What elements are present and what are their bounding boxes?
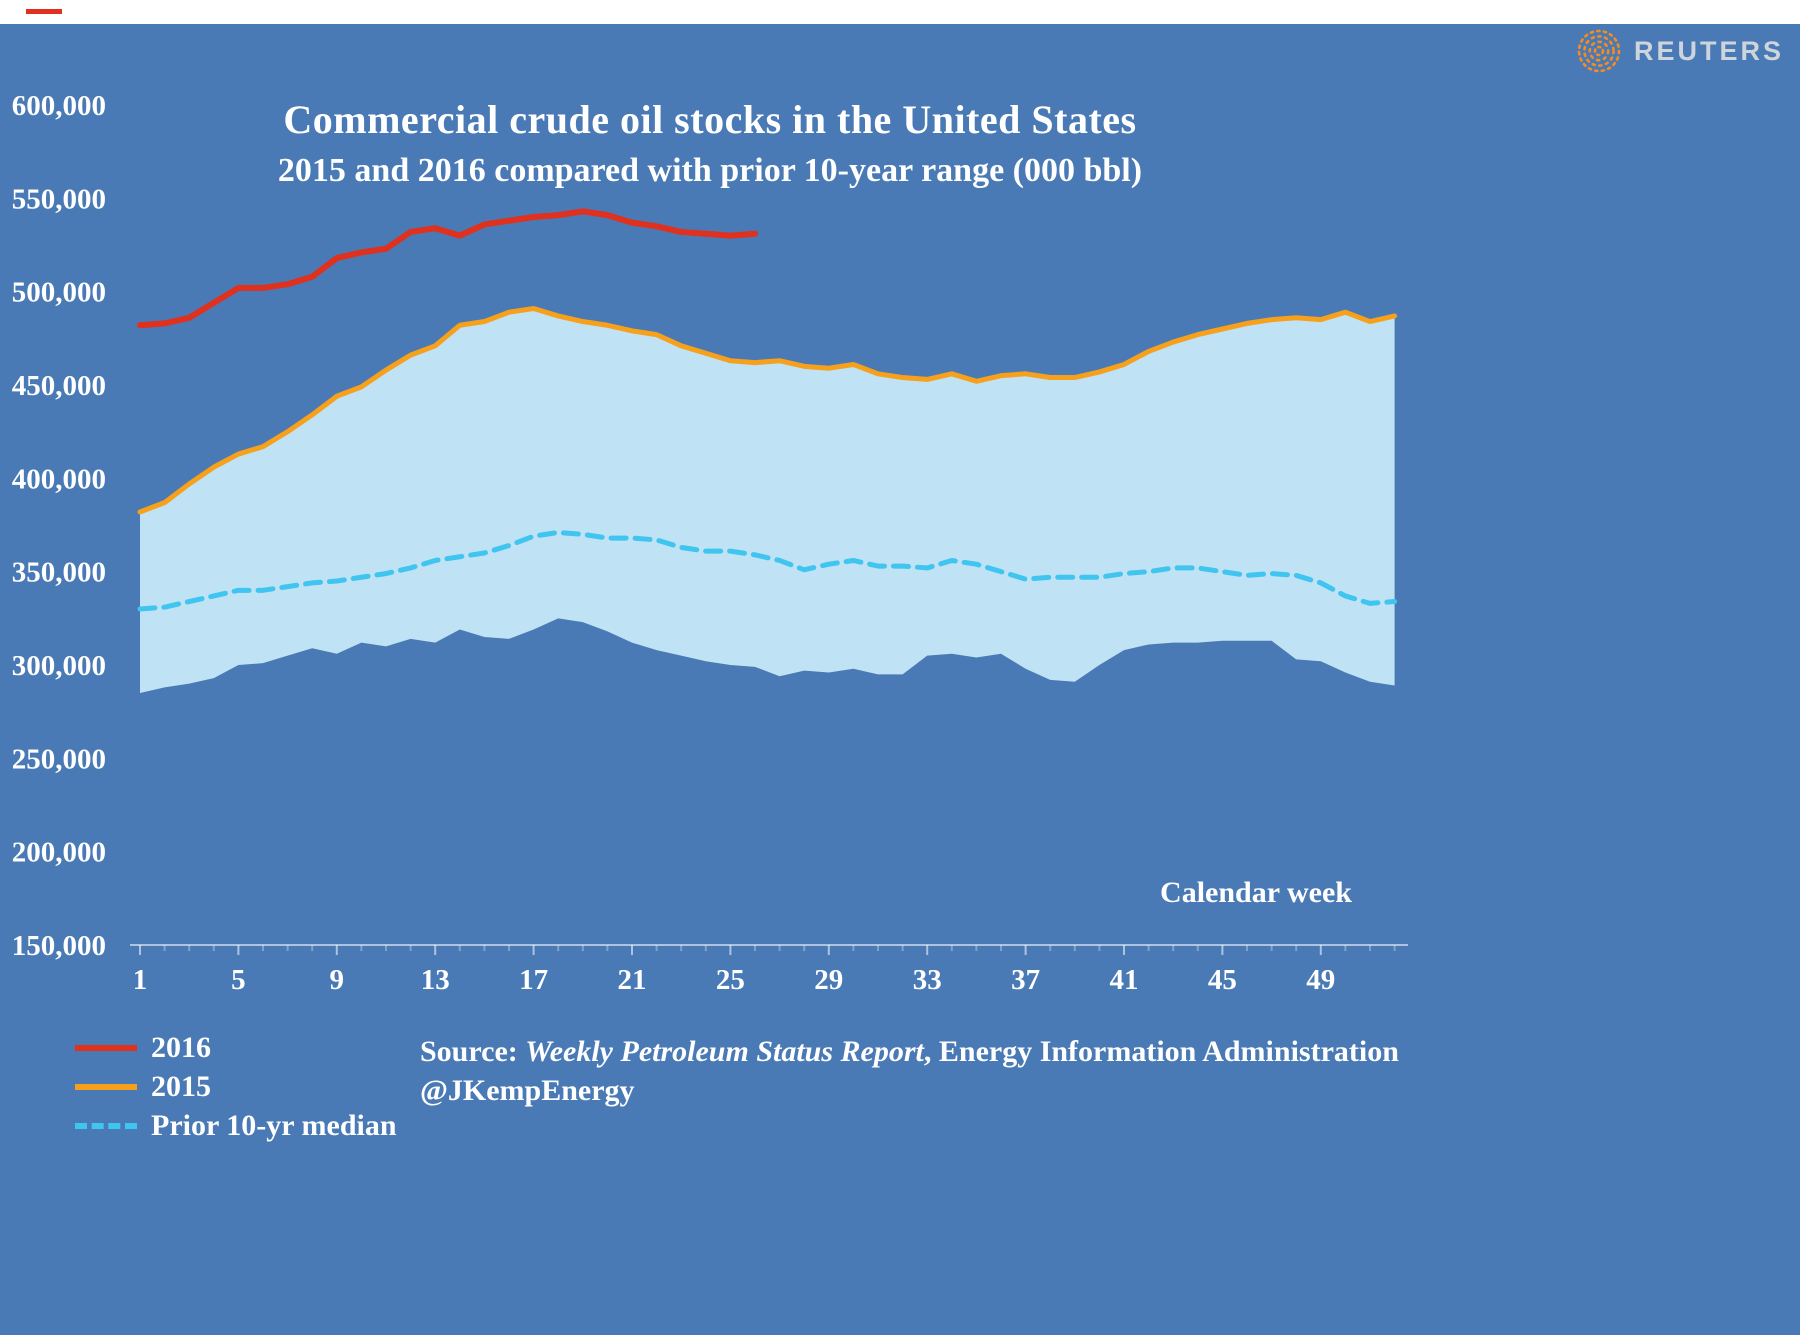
x-tick-label: 17: [519, 964, 548, 996]
chart-subtitle: 2015 and 2016 compared with prior 10-yea…: [277, 152, 1143, 189]
chart-title: Commercial crude oil stocks in the Unite…: [283, 97, 1137, 142]
x-tick-label: 21: [618, 964, 647, 996]
y-tick-label: 400,000: [12, 463, 106, 495]
legend-median-label: Prior 10-yr median: [151, 1108, 397, 1142]
x-tick-label: 45: [1208, 964, 1237, 996]
x-tick-label: 29: [814, 964, 843, 996]
legend-median-swatch: [75, 1122, 137, 1129]
source-prefix: Source:: [420, 1035, 526, 1068]
y-tick-label: 450,000: [12, 370, 106, 402]
y-tick-label: 250,000: [12, 743, 106, 775]
top-left-red-mark: [26, 9, 62, 14]
series-line-prior-10-yr-median: [137, 529, 1398, 612]
legend-2016-label: 2016: [151, 1030, 211, 1064]
y-tick-label: 500,000: [12, 277, 106, 309]
legend-2015-swatch: [75, 1083, 137, 1090]
source-block: Source: Weekly Petroleum Status Report, …: [420, 1032, 1440, 1110]
y-tick-label: 350,000: [12, 557, 106, 589]
series-line-2016: [137, 208, 758, 329]
x-tick-label: 25: [716, 964, 745, 996]
legend-item-2016: 2016: [75, 1028, 397, 1067]
x-axis-title: Calendar week: [1160, 876, 1352, 909]
x-tick-label: 41: [1110, 964, 1139, 996]
x-tick-label: 13: [421, 964, 450, 996]
y-tick-label: 550,000: [12, 183, 106, 215]
x-tick-label: 37: [1011, 964, 1040, 996]
x-tick-label: 49: [1306, 964, 1335, 996]
legend-2015-label: 2015: [151, 1069, 211, 1103]
source-suffix: , Energy Information Administration: [923, 1035, 1399, 1068]
legend: 2016 2015 Prior 10-yr median: [75, 1028, 397, 1145]
source-report-title: Weekly Petroleum Status Report: [525, 1035, 924, 1068]
legend-2016-swatch: [75, 1044, 137, 1051]
legend-item-2015: 2015: [75, 1067, 397, 1106]
top-strip: [0, 0, 1800, 24]
reuters-logo: REUTERS: [1576, 28, 1784, 74]
x-tick-label: 33: [913, 964, 942, 996]
prior-range-band: [140, 308, 1395, 693]
reuters-globe-icon: [1577, 29, 1621, 73]
source-line: Source: Weekly Petroleum Status Report, …: [420, 1032, 1440, 1071]
y-tick-label: 600,000: [12, 90, 106, 122]
y-tick-label: 200,000: [12, 837, 106, 869]
y-tick-label: 150,000: [12, 930, 106, 962]
legend-item-median: Prior 10-yr median: [75, 1106, 397, 1145]
x-tick-label: 5: [231, 964, 246, 996]
reuters-wordmark: REUTERS: [1633, 35, 1784, 66]
series-line-2015: [137, 305, 1398, 515]
x-tick-label: 9: [330, 964, 345, 996]
y-tick-label: 300,000: [12, 650, 106, 682]
x-tick-label: 1: [133, 964, 148, 996]
source-handle: @JKempEnergy: [420, 1074, 635, 1107]
